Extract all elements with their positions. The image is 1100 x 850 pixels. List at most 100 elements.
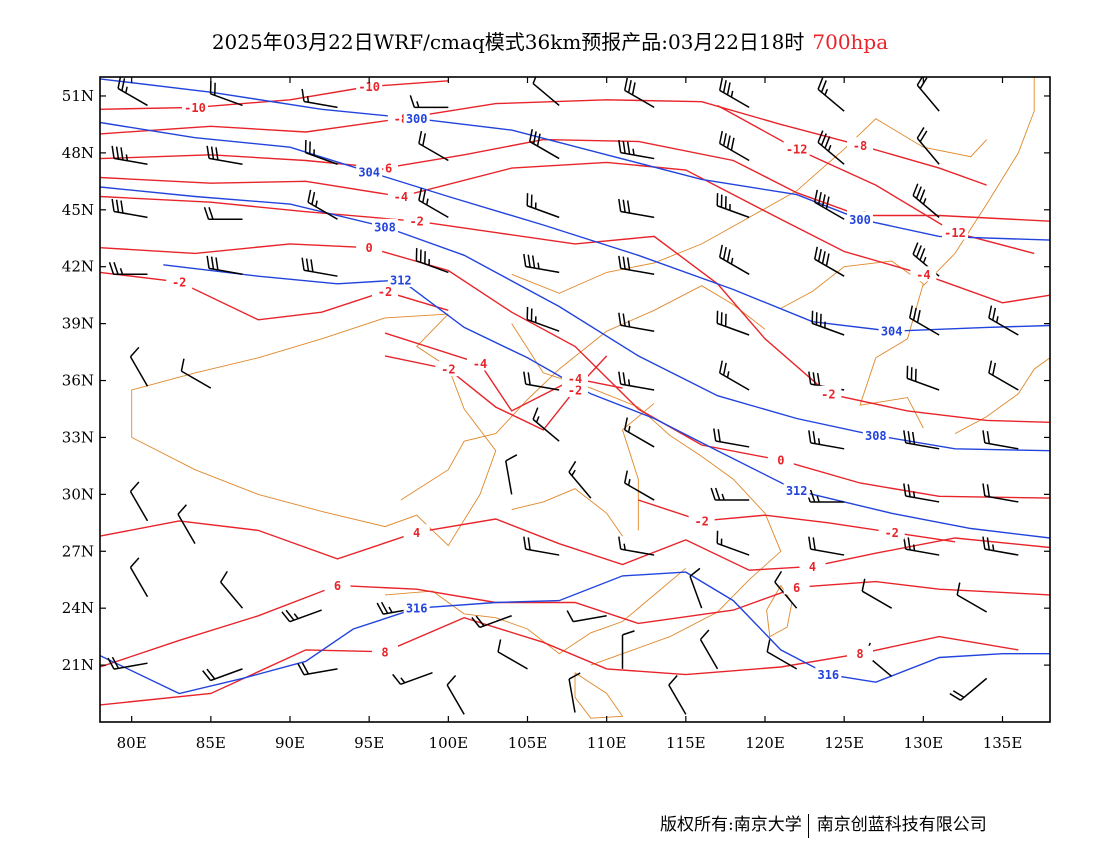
footer-left: 版权所有:南京大学 <box>660 815 802 835</box>
lon-tick-label: 105E <box>508 734 548 752</box>
wind-barb <box>861 578 893 609</box>
temperature-contour-label: -4 <box>394 190 408 204</box>
wind-barb <box>297 662 338 676</box>
footer-separator <box>807 813 809 838</box>
temperature-contour-line <box>384 332 623 412</box>
footer-credits: 版权所有:南京大学 南京创蓝科技有限公司 <box>660 810 987 838</box>
wind-barb <box>209 81 243 107</box>
temperature-contour-label: -2 <box>409 215 423 229</box>
contour-label-layer: -12-12-10-10-8-8-6-6-4-4-2-200-2-2-4-4-2… <box>166 78 968 682</box>
wind-barb <box>129 481 149 522</box>
wind-barb <box>716 193 750 219</box>
wind-barb <box>716 530 750 556</box>
temperature-contour-label: 0 <box>777 454 784 468</box>
temperature-contour-layer <box>100 80 1050 706</box>
wind-barb <box>528 129 560 160</box>
wind-barb <box>497 639 528 670</box>
wind-barb <box>623 417 655 448</box>
wind-barb <box>903 483 940 503</box>
wind-barb <box>982 483 1019 503</box>
wind-barb <box>203 207 243 221</box>
wind-barb <box>568 460 592 499</box>
lon-tick-label: 135E <box>983 734 1023 752</box>
wind-barb <box>718 244 750 275</box>
title-main: 2025年03月22日WRF/cmaq模式36km预报产品:03月22日18时 <box>211 30 805 54</box>
temperature-contour-label: -2 <box>694 514 708 528</box>
wind-barb <box>618 371 655 391</box>
height-contour-line <box>100 186 1050 452</box>
wind-barb <box>526 193 560 219</box>
temperature-contour-label: -8 <box>853 139 867 153</box>
wind-barb <box>107 656 148 670</box>
height-contour-label: 300 <box>849 213 871 227</box>
temperature-contour-label: -4 <box>916 268 930 282</box>
wind-barb <box>418 130 449 162</box>
temperature-contour-label: 8 <box>381 645 388 659</box>
wind-barb <box>618 140 655 160</box>
wind-barb <box>206 255 243 276</box>
wind-barb <box>108 262 148 276</box>
temperature-contour-label: -2 <box>441 363 455 377</box>
lat-tick-label: 45N <box>62 201 94 219</box>
wind-barb <box>766 639 798 670</box>
temperature-contour-label: -12 <box>944 226 966 240</box>
wind-barb <box>817 130 845 165</box>
boundary-layer <box>131 77 1050 719</box>
wind-barb <box>718 77 750 109</box>
temperature-contour-line <box>100 195 1050 423</box>
temperature-contour-line <box>100 580 1050 668</box>
lat-tick-label: 30N <box>62 485 94 503</box>
axis-layer: 80E 85E 90E 95E 100E 105E 110E 115E 120E 125E 130E… <box>62 77 1050 752</box>
wind-barb <box>718 360 750 391</box>
height-contour-line <box>163 264 1050 539</box>
temperature-contour-label: 4 <box>413 526 420 540</box>
lon-tick-label: 125E <box>824 734 864 752</box>
height-contour-label: 316 <box>817 668 839 682</box>
wind-barb <box>618 255 655 276</box>
temperature-contour-line <box>100 99 987 186</box>
wind-barb <box>409 95 449 109</box>
wind-barb <box>718 130 750 162</box>
lon-tick-label: 130E <box>904 734 944 752</box>
temperature-contour-label: -2 <box>821 387 835 401</box>
lon-tick-label: 85E <box>196 734 226 752</box>
height-contour-line <box>100 571 1050 695</box>
temperature-contour-label: -4 <box>473 357 487 371</box>
wind-barb <box>908 305 940 336</box>
lat-tick-label: 48N <box>62 144 94 162</box>
lon-tick-label: 120E <box>745 734 785 752</box>
lon-tick-label: 100E <box>429 734 469 752</box>
temperature-contour-label: -10 <box>184 101 206 115</box>
temperature-contour-label: -2 <box>568 384 582 398</box>
height-contour-label: 312 <box>786 484 808 498</box>
province-boundary-line <box>954 357 1050 434</box>
temperature-contour-label: 4 <box>809 560 816 574</box>
lat-tick-label: 51N <box>62 87 94 105</box>
wind-barb <box>903 430 940 450</box>
province-boundary-line <box>511 323 782 666</box>
temperature-contour-label: 8 <box>856 647 863 661</box>
province-boundary-line <box>922 77 1035 287</box>
wind-barb <box>713 428 750 448</box>
height-contour-label: 304 <box>358 165 380 179</box>
temperature-contour-line <box>100 138 1050 222</box>
wind-barb <box>177 504 196 545</box>
wind-barb <box>180 358 212 389</box>
wind-barb <box>623 470 655 501</box>
wind-barb <box>808 430 845 450</box>
wind-barb <box>307 189 338 220</box>
wind-barb <box>526 306 560 332</box>
wind-barb <box>811 310 845 336</box>
wind-barb <box>710 487 750 501</box>
wind-barb <box>301 257 338 277</box>
wind-barb <box>808 536 845 556</box>
wind-barb <box>471 615 512 629</box>
wind-barb <box>813 246 845 277</box>
wind-barb <box>916 127 940 165</box>
wind-barb <box>415 248 449 274</box>
wind-barb <box>523 253 560 274</box>
wind-barb <box>699 629 719 670</box>
province-boundary-line <box>621 402 655 531</box>
wind-barb <box>129 346 149 387</box>
height-contour-label: 308 <box>865 429 887 443</box>
